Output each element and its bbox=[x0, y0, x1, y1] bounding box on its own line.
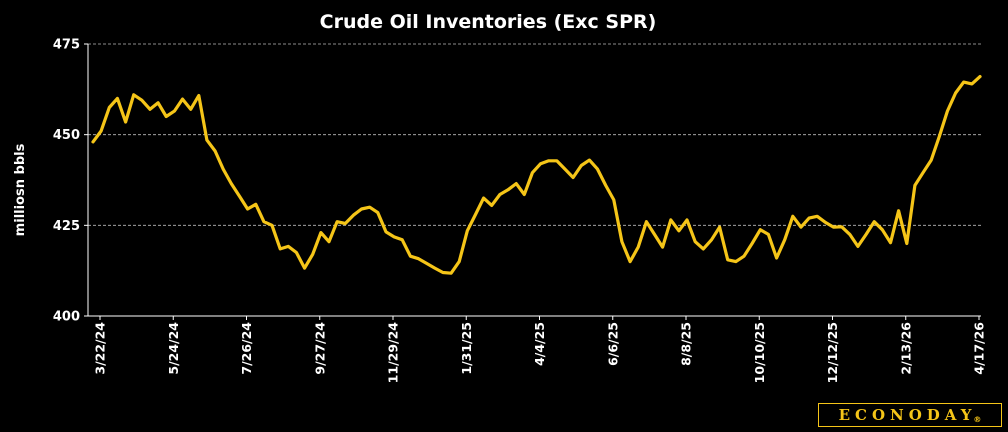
x-tick-label: 6/6/25 bbox=[605, 322, 620, 366]
series-layer bbox=[91, 74, 982, 275]
axes bbox=[84, 43, 981, 320]
y-axis-label: milliosn bbls bbox=[13, 143, 28, 236]
x-tick-label: 8/8/25 bbox=[679, 322, 694, 366]
gridlines bbox=[88, 43, 981, 226]
y-tick-label: 400 bbox=[53, 310, 80, 325]
x-tick-label: 3/22/24 bbox=[93, 322, 108, 375]
x-tick-label: 4/4/25 bbox=[532, 322, 547, 366]
x-tick-label: 5/24/24 bbox=[166, 322, 181, 375]
x-tick-label: 11/29/24 bbox=[386, 322, 401, 384]
econoday-logo: ECONODAY ® bbox=[818, 403, 1002, 427]
series-line bbox=[91, 74, 982, 275]
x-tick-label: 10/10/25 bbox=[752, 322, 767, 383]
y-tick-labels: 400 425 450 475 bbox=[53, 38, 80, 325]
chart-title: Crude Oil Inventories (Exc SPR) bbox=[320, 11, 657, 33]
logo-text: ECONODAY bbox=[838, 406, 977, 424]
y-tick-label: 425 bbox=[53, 219, 80, 234]
x-tick-label: 9/27/24 bbox=[312, 322, 327, 375]
x-tick-label: 7/26/24 bbox=[239, 322, 254, 375]
x-tick-labels: 3/22/24 5/24/24 7/26/24 9/27/24 11/29/24 1/31… bbox=[93, 322, 987, 384]
logo-registered-mark: ® bbox=[973, 414, 982, 424]
x-tick-label: 1/31/25 bbox=[459, 322, 474, 375]
x-tick-label: 4/17/26 bbox=[972, 322, 987, 375]
x-tick-label: 2/13/26 bbox=[898, 322, 913, 375]
x-tick-label: 12/12/25 bbox=[825, 322, 840, 383]
y-tick-label: 475 bbox=[53, 38, 80, 53]
y-tick-label: 450 bbox=[53, 128, 80, 143]
